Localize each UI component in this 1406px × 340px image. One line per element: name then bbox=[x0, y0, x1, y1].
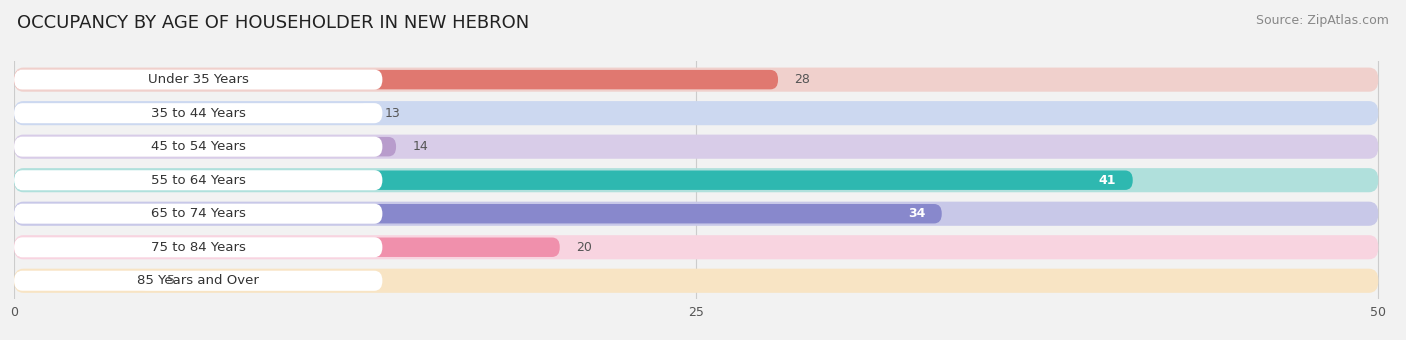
Text: 5: 5 bbox=[167, 274, 174, 287]
FancyBboxPatch shape bbox=[14, 269, 1378, 293]
FancyBboxPatch shape bbox=[14, 271, 382, 291]
FancyBboxPatch shape bbox=[14, 137, 396, 156]
Text: 20: 20 bbox=[576, 241, 592, 254]
Text: 35 to 44 Years: 35 to 44 Years bbox=[150, 107, 246, 120]
FancyBboxPatch shape bbox=[14, 137, 382, 157]
FancyBboxPatch shape bbox=[14, 70, 382, 90]
FancyBboxPatch shape bbox=[14, 70, 778, 89]
Text: OCCUPANCY BY AGE OF HOUSEHOLDER IN NEW HEBRON: OCCUPANCY BY AGE OF HOUSEHOLDER IN NEW H… bbox=[17, 14, 529, 32]
Text: Under 35 Years: Under 35 Years bbox=[148, 73, 249, 86]
FancyBboxPatch shape bbox=[14, 101, 1378, 125]
FancyBboxPatch shape bbox=[14, 271, 150, 290]
FancyBboxPatch shape bbox=[14, 235, 1378, 259]
FancyBboxPatch shape bbox=[14, 204, 382, 224]
Text: 28: 28 bbox=[794, 73, 810, 86]
Text: 55 to 64 Years: 55 to 64 Years bbox=[150, 174, 246, 187]
FancyBboxPatch shape bbox=[14, 237, 382, 257]
FancyBboxPatch shape bbox=[14, 202, 1378, 226]
Text: 41: 41 bbox=[1099, 174, 1116, 187]
Text: Source: ZipAtlas.com: Source: ZipAtlas.com bbox=[1256, 14, 1389, 27]
FancyBboxPatch shape bbox=[14, 103, 368, 123]
FancyBboxPatch shape bbox=[14, 238, 560, 257]
FancyBboxPatch shape bbox=[14, 135, 1378, 159]
FancyBboxPatch shape bbox=[14, 168, 1378, 192]
FancyBboxPatch shape bbox=[14, 170, 1133, 190]
Text: 85 Years and Over: 85 Years and Over bbox=[138, 274, 259, 287]
FancyBboxPatch shape bbox=[14, 103, 382, 123]
Text: 34: 34 bbox=[908, 207, 925, 220]
Text: 75 to 84 Years: 75 to 84 Years bbox=[150, 241, 246, 254]
FancyBboxPatch shape bbox=[14, 204, 942, 223]
Text: 65 to 74 Years: 65 to 74 Years bbox=[150, 207, 246, 220]
Text: 14: 14 bbox=[412, 140, 429, 153]
Text: 13: 13 bbox=[385, 107, 401, 120]
FancyBboxPatch shape bbox=[14, 68, 1378, 92]
Text: 45 to 54 Years: 45 to 54 Years bbox=[150, 140, 246, 153]
FancyBboxPatch shape bbox=[14, 170, 382, 190]
